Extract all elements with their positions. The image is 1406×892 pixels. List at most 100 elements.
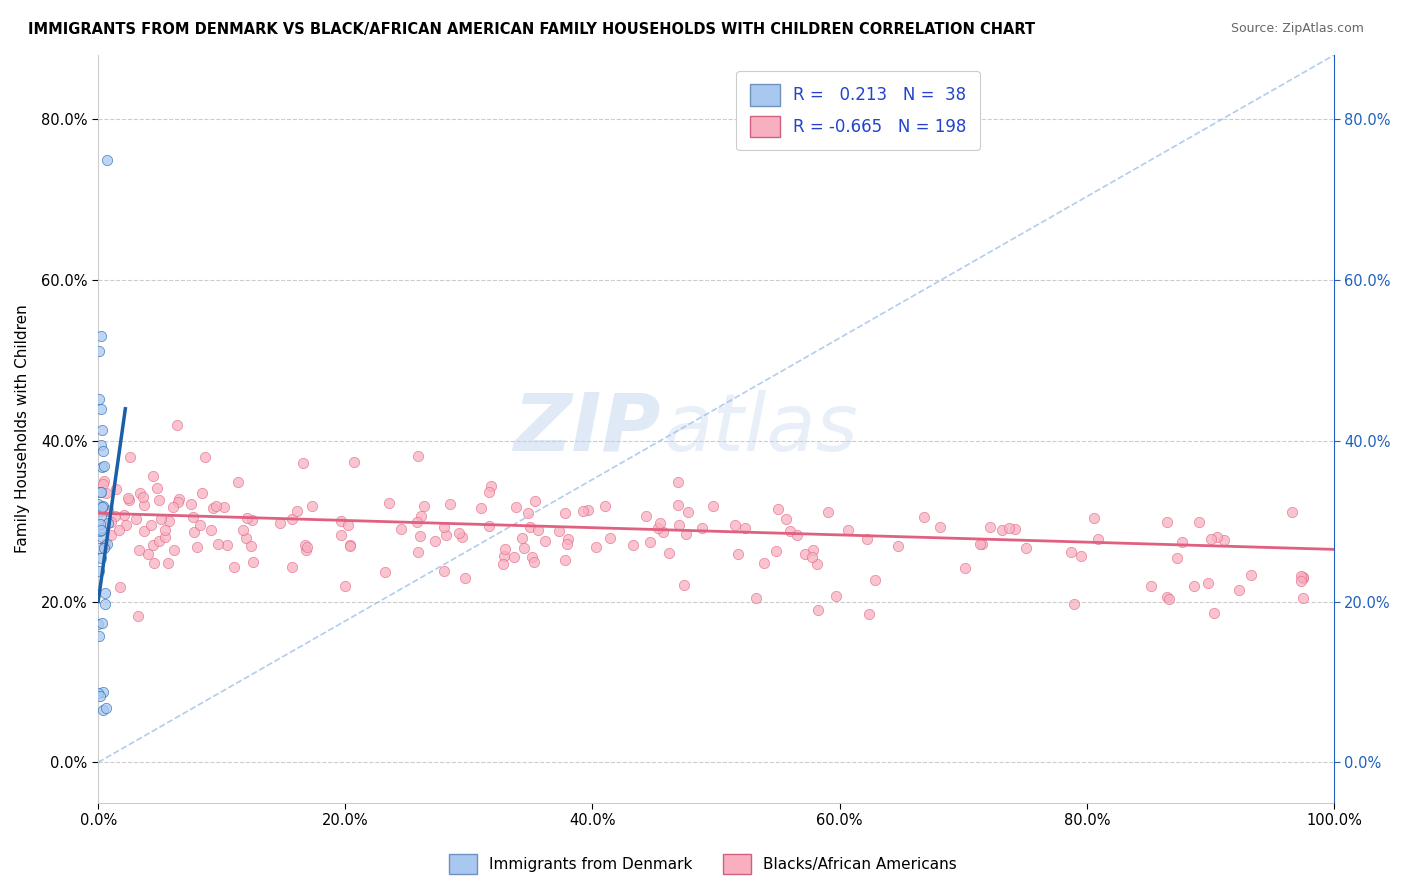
Point bbox=[801, 549, 824, 564]
Point bbox=[807, 602, 830, 616]
Point bbox=[979, 520, 1001, 534]
Point bbox=[391, 522, 413, 536]
Point bbox=[775, 512, 797, 526]
Point bbox=[527, 523, 550, 537]
Point bbox=[104, 509, 127, 524]
Point bbox=[205, 499, 228, 513]
Point bbox=[1289, 574, 1312, 588]
Point bbox=[139, 518, 162, 533]
Point bbox=[108, 523, 131, 537]
Point bbox=[143, 557, 166, 571]
Point bbox=[125, 512, 148, 526]
Point bbox=[242, 555, 264, 569]
Point bbox=[89, 689, 111, 703]
Point bbox=[1188, 516, 1211, 530]
Point bbox=[128, 486, 150, 500]
Point bbox=[339, 537, 361, 551]
Point bbox=[1182, 578, 1205, 592]
Point bbox=[1213, 533, 1236, 548]
Point bbox=[200, 524, 222, 538]
Point bbox=[87, 392, 110, 406]
Point bbox=[201, 501, 224, 516]
Point bbox=[269, 516, 291, 531]
Point bbox=[90, 523, 112, 537]
Point bbox=[1139, 579, 1161, 593]
Point bbox=[89, 524, 111, 539]
Point bbox=[434, 528, 457, 542]
Point bbox=[100, 515, 122, 529]
Point bbox=[1227, 583, 1250, 598]
Point bbox=[765, 544, 787, 558]
Point bbox=[692, 521, 714, 535]
Point bbox=[1087, 532, 1109, 546]
Point bbox=[585, 540, 607, 554]
Point bbox=[183, 525, 205, 540]
Point bbox=[90, 500, 112, 514]
Point bbox=[673, 578, 696, 592]
Point bbox=[128, 543, 150, 558]
Point bbox=[1291, 570, 1313, 584]
Point bbox=[100, 527, 122, 541]
Point bbox=[519, 520, 541, 534]
Point bbox=[89, 517, 111, 532]
Point bbox=[294, 538, 316, 552]
Point bbox=[727, 547, 749, 561]
Point bbox=[734, 521, 756, 535]
Point bbox=[90, 551, 112, 566]
Point bbox=[745, 591, 768, 606]
Point bbox=[212, 500, 235, 515]
Point bbox=[90, 508, 112, 523]
Point bbox=[555, 537, 578, 551]
Point bbox=[339, 540, 361, 554]
Point bbox=[969, 537, 991, 551]
Point bbox=[142, 537, 165, 551]
Point bbox=[1166, 551, 1188, 566]
Point bbox=[94, 700, 117, 714]
Point bbox=[492, 549, 515, 563]
Point bbox=[87, 497, 110, 511]
Point bbox=[1292, 591, 1315, 606]
Point bbox=[953, 561, 976, 575]
Point bbox=[912, 510, 935, 524]
Point bbox=[114, 517, 136, 532]
Point bbox=[285, 504, 308, 518]
Point bbox=[91, 424, 114, 438]
Point bbox=[93, 586, 115, 600]
Point bbox=[91, 703, 114, 717]
Point bbox=[166, 417, 188, 432]
Point bbox=[1281, 505, 1303, 519]
Point bbox=[374, 565, 396, 579]
Point bbox=[433, 564, 456, 578]
Point bbox=[647, 521, 669, 535]
Point bbox=[150, 512, 173, 526]
Point bbox=[534, 533, 557, 548]
Point bbox=[153, 523, 176, 537]
Point bbox=[991, 523, 1014, 537]
Point bbox=[856, 532, 879, 546]
Point bbox=[167, 495, 190, 509]
Point bbox=[554, 506, 576, 520]
Point bbox=[180, 497, 202, 511]
Point bbox=[806, 557, 828, 571]
Point bbox=[1197, 576, 1219, 591]
Point bbox=[621, 538, 644, 552]
Point bbox=[186, 540, 208, 554]
Point bbox=[87, 564, 110, 578]
Point bbox=[837, 523, 859, 537]
Point bbox=[134, 524, 156, 538]
Point bbox=[167, 491, 190, 506]
Point bbox=[406, 515, 429, 529]
Point bbox=[329, 528, 352, 542]
Point bbox=[1063, 597, 1085, 611]
Point bbox=[409, 509, 432, 524]
Point bbox=[89, 484, 111, 499]
Point bbox=[148, 493, 170, 508]
Point bbox=[479, 479, 502, 493]
Point bbox=[520, 549, 543, 564]
Text: Source: ZipAtlas.com: Source: ZipAtlas.com bbox=[1230, 22, 1364, 36]
Point bbox=[280, 559, 302, 574]
Point bbox=[678, 505, 700, 519]
Point bbox=[1004, 522, 1026, 536]
Point bbox=[301, 499, 323, 513]
Point bbox=[666, 498, 689, 512]
